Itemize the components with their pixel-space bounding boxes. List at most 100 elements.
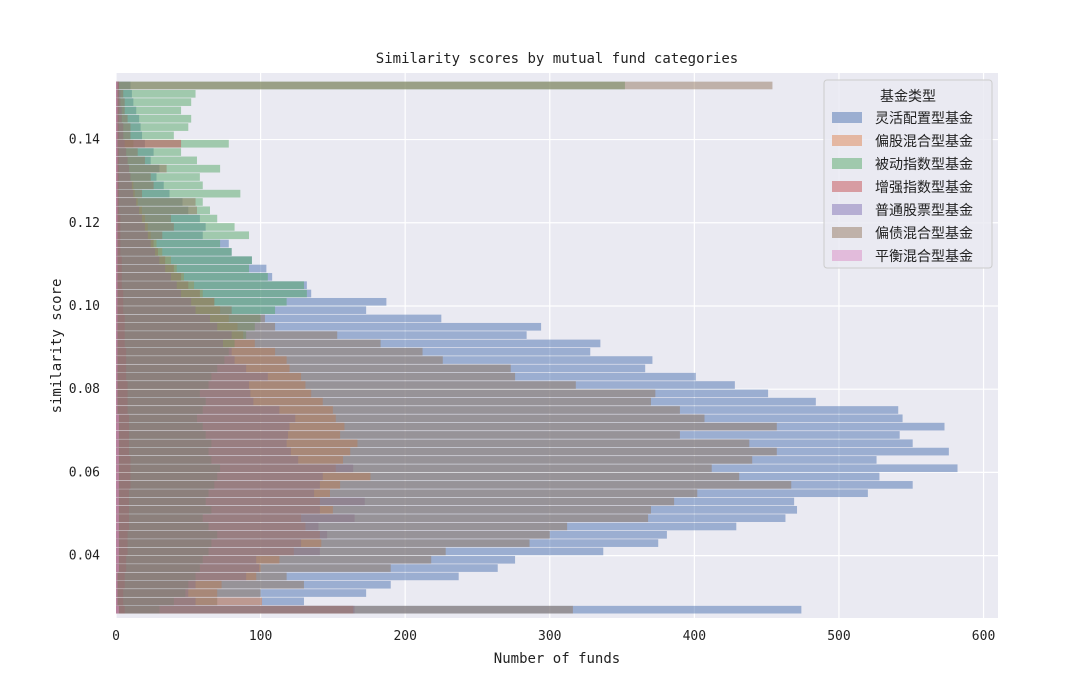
legend-item: 普通股票型基金 [832, 202, 973, 219]
bar [116, 356, 443, 364]
bar [116, 589, 261, 597]
legend-label: 偏债混合型基金 [875, 225, 973, 242]
bar [116, 406, 680, 414]
bar [116, 481, 792, 489]
bar [116, 422, 777, 431]
bar [116, 231, 163, 240]
bar [116, 289, 118, 298]
bar [116, 281, 304, 290]
bar [116, 572, 287, 581]
bar [116, 481, 119, 489]
bar [116, 123, 118, 131]
bar [116, 397, 118, 406]
bar [116, 248, 118, 256]
bar [116, 281, 189, 290]
bar [116, 297, 215, 306]
bar [116, 81, 773, 90]
bar [116, 372, 118, 381]
bar [116, 297, 118, 306]
bar [116, 381, 576, 389]
bar [116, 148, 182, 156]
bar [116, 322, 276, 331]
bar [116, 364, 511, 373]
bar [116, 248, 232, 256]
bar [116, 339, 381, 348]
bar [116, 156, 118, 165]
bar [116, 206, 118, 215]
bar [116, 522, 568, 531]
bar [116, 206, 197, 215]
x-tick-label: 100 [249, 629, 272, 644]
bar [116, 530, 119, 539]
legend-item: 被动指数型基金 [832, 156, 973, 173]
bar [116, 322, 118, 331]
bar [116, 472, 119, 481]
legend-swatch [832, 135, 862, 146]
bar [116, 189, 241, 198]
legend-swatch [832, 158, 862, 169]
x-tick-label: 200 [393, 629, 416, 644]
bar [116, 472, 740, 481]
bar [116, 89, 118, 98]
bar [116, 164, 167, 173]
bar [116, 148, 118, 156]
bar [116, 106, 118, 115]
bar [116, 131, 174, 140]
bar [116, 173, 200, 181]
bar [116, 114, 128, 123]
series-7 [116, 81, 119, 614]
bar [116, 131, 118, 140]
bar [116, 314, 442, 323]
bar [116, 173, 118, 181]
bar [116, 322, 542, 331]
bar [116, 439, 750, 448]
legend-items: 灵活配置型基金偏股混合型基金被动指数型基金增强指数型基金普通股票型基金偏债混合型… [832, 110, 973, 265]
bar [116, 273, 268, 281]
bar [116, 580, 118, 589]
bar [116, 264, 250, 273]
y-axis-title: similarity score [49, 279, 65, 414]
bar [116, 181, 154, 190]
bar [116, 148, 138, 156]
bar [116, 347, 423, 356]
bar [116, 414, 119, 423]
bar [116, 98, 118, 106]
bar [116, 489, 119, 498]
x-tick-label: 600 [972, 629, 995, 644]
bar [116, 123, 131, 131]
bar [116, 447, 119, 456]
bar [116, 181, 203, 190]
legend-item: 灵活配置型基金 [832, 110, 973, 127]
bar [116, 223, 235, 231]
bar [116, 306, 118, 314]
bar [116, 431, 680, 439]
bar [116, 447, 777, 456]
legend-item: 偏债混合型基金 [832, 225, 973, 242]
legend: 基金类型 灵活配置型基金偏股混合型基金被动指数型基金增强指数型基金普通股票型基金… [823, 79, 993, 269]
legend-label: 普通股票型基金 [875, 202, 973, 219]
bar [116, 239, 118, 248]
bar [116, 397, 651, 406]
bar [116, 506, 651, 514]
bar [116, 331, 118, 339]
legend-swatch [832, 112, 862, 123]
bar [116, 89, 196, 98]
bar [116, 164, 118, 173]
bar [116, 106, 182, 115]
bar [116, 605, 573, 614]
series-6 [116, 81, 792, 614]
y-tick-label: 0.12 [69, 216, 100, 231]
bar [116, 530, 550, 539]
legend-swatch [832, 181, 862, 192]
bar [116, 456, 119, 464]
bar [116, 264, 174, 273]
bar [116, 156, 197, 165]
legend-label: 增强指数型基金 [875, 179, 973, 196]
y-axis-ticks: 0.04 0.06 0.08 0.10 0.12 0.14 [69, 133, 100, 564]
bar [116, 256, 252, 265]
x-axis-title: Number of funds [494, 651, 620, 667]
bar [116, 139, 134, 148]
bar [116, 81, 118, 90]
bar [116, 589, 118, 597]
